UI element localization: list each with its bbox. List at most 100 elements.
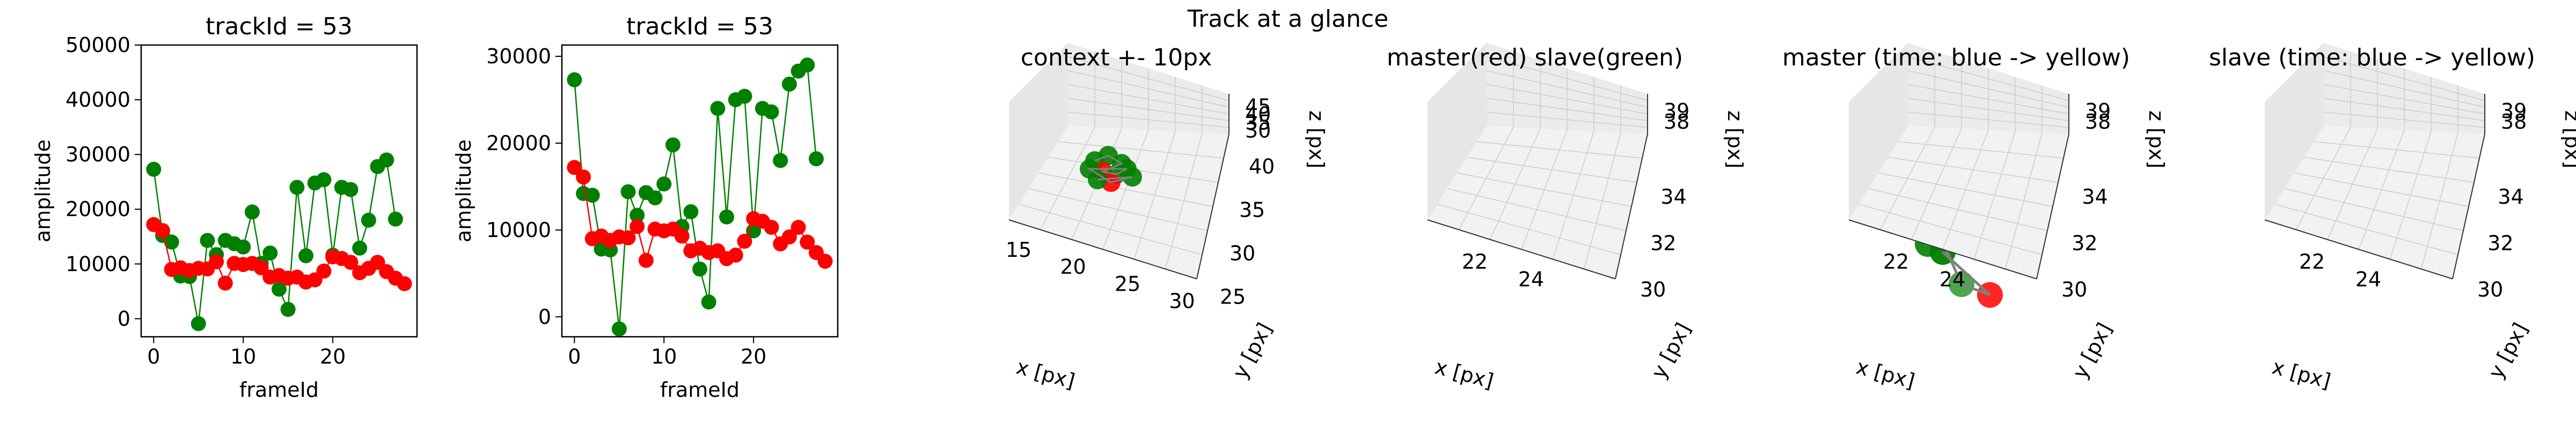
z-tick-label: 30 [1245,119,1271,143]
y-axis-label: y [px] [1228,319,1277,383]
axes-frame [561,44,839,338]
x-tick-label: 10 [651,345,677,368]
y-tick-label: 32 [1650,232,1676,255]
side-pane [1428,43,1487,220]
floor-pane [1009,126,1229,279]
grid-line [2314,141,2480,159]
series-1-point [200,233,215,248]
series-1-point [244,204,260,220]
y-tick-label: 34 [1660,185,1686,209]
series-2-point [253,260,269,276]
x-axis-label: x [px] [2270,355,2333,393]
series-1-point [272,282,287,297]
series-1-point [379,152,394,168]
series-1-point [800,57,815,73]
series-1-point [361,212,376,228]
x-axis-label: x [px] [1014,355,1077,393]
y-tick-label: 30 [1230,242,1255,265]
series-2-point [791,220,806,235]
z-axis-label: z [px] [2560,110,2576,168]
track-line [1086,154,1133,183]
series-1-point [164,234,179,250]
series-1-point [236,239,251,255]
series-1-point [683,204,699,219]
series-2-point [764,220,779,235]
y-tick-label: 30000 [486,45,551,68]
x-axis-line [1848,219,2037,279]
y-axis-label: y [px] [1646,319,1695,383]
series-1-point [316,172,332,188]
series-1-point [656,176,672,192]
panel-2: trackId = 53 frameId amplitude 0 10 20 0 10000 2… [452,13,839,402]
x-tick-label: 10 [230,345,256,368]
panel-5: master (time: blue -> yellow) 22 24 x [px] 3… [1782,43,2168,393]
series-2-point [781,229,797,245]
axes-frame [140,44,418,338]
series-1-point [719,209,735,225]
panels: trackId = 53 frameId amplitude 0 10 20 0 10000 2… [31,13,2576,402]
x-tick-label: 30 [1169,290,1195,313]
y-tick-label: 20000 [486,131,551,155]
side-pane [2265,43,2324,220]
series-1-point [737,88,752,104]
y-tick-label: 40000 [65,88,130,112]
x-axis-label: x [px] [1432,355,1496,393]
z-tick-label: 45 [1245,95,1271,119]
series-2-point [209,254,224,270]
y-axis-line [2036,134,2069,279]
y-tick-label: 30 [1640,278,1666,301]
panel-1: trackId = 53 frameId amplitude 0 10 20 0 10000 2… [31,13,418,402]
series-1-point [289,180,305,195]
series-2-point [728,247,743,263]
panel-5-title: master (time: blue -> yellow) [1782,44,2130,71]
y-axis-label: y [px] [2068,319,2117,383]
y-tick-label: 25 [1220,285,1246,309]
series-2-point [630,219,645,234]
grid-line [1058,141,1224,159]
panel-3-title: context +- 10px [1021,44,1212,71]
series-1-point [343,182,358,197]
x-tick-label: 22 [1883,250,1909,273]
z-tick-label: 39 [2085,99,2111,123]
panel-1-xlabel: frameId [239,378,319,402]
series-1-point [781,76,797,92]
y-tick-label: 40 [1249,155,1275,179]
z-axis-label: z [px] [1723,110,1747,168]
series-1-point [611,321,627,337]
z-tick-label: 38 [2085,110,2111,134]
x-tick-label: 20 [741,345,766,368]
y-tick-label: 30000 [65,143,130,166]
x-tick-label: 24 [2355,268,2381,291]
series-1-point [692,261,707,277]
series-1-point [191,316,206,331]
y-axis-line [1615,134,1648,279]
floor-pane [1849,126,2069,279]
z-tick-label: 39 [2501,99,2527,123]
y-tick-label: 32 [2072,232,2097,255]
series-2-point [343,255,358,270]
y-axis-line [2452,134,2485,279]
x-tick-label: 20 [1060,255,1086,279]
series-2-point [316,263,332,279]
y-tick-label: 50000 [65,33,130,57]
panel-2-xlabel: frameId [660,378,740,402]
series-1-point [647,190,663,205]
series-2-point [370,255,385,270]
y-axis-label: y [px] [2484,319,2533,383]
series-2-point [817,254,833,269]
series-1-point [710,101,726,116]
panel-1-title: trackId = 53 [206,13,353,40]
z-tick-label: 35 [1245,111,1271,135]
series-1-point [280,301,296,317]
series-1-point [701,294,716,310]
series-1-point [298,248,314,263]
figure-suptitle: Track at a glance [1187,5,1389,33]
series-1-point [567,72,582,87]
panel-4-title: master(red) slave(green) [1387,44,1683,71]
series-1-point [620,184,636,199]
grid-line [1898,141,2064,159]
x-axis-label: x [px] [1854,355,1917,393]
series-2-point [620,230,636,246]
